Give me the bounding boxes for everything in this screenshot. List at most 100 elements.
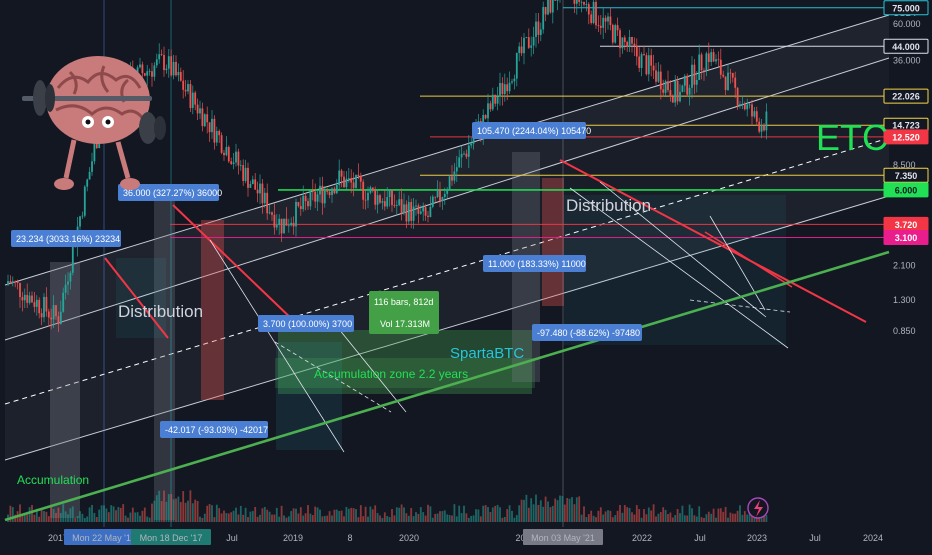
candle-body	[650, 55, 653, 66]
volume-bar	[676, 509, 679, 522]
volume-bar	[163, 490, 165, 522]
price-tag: 14.723	[883, 117, 929, 133]
volume-bar	[307, 505, 309, 522]
candle-body	[316, 194, 319, 202]
candle-body	[715, 59, 717, 62]
candle-body	[755, 111, 758, 122]
volume-bar	[314, 506, 317, 522]
volume-bar	[158, 490, 161, 522]
volume-bar	[83, 517, 86, 522]
candle-body	[40, 313, 43, 318]
candle-body	[21, 297, 24, 301]
volume-bar	[251, 511, 254, 522]
candle-body	[88, 171, 91, 180]
y-tick-label: 0.850	[893, 326, 916, 336]
candle-body	[374, 190, 377, 205]
volume-bar	[76, 515, 79, 522]
measurement-label-4: -42.017 (-93.03%) -42017	[160, 421, 268, 438]
volume-bar	[287, 516, 290, 522]
volume-bar	[633, 514, 636, 522]
volume-bar	[496, 504, 499, 522]
candle-body	[731, 72, 734, 78]
measurement-labels: 23.234 (3033.16%) 23234 36.000 (327.27%)…	[11, 122, 642, 438]
volume-bar	[544, 496, 547, 522]
candle-body	[215, 130, 218, 143]
volume-bar	[765, 515, 768, 522]
candle-body	[419, 211, 422, 214]
candle-body	[595, 1, 597, 26]
volume-bar	[592, 515, 595, 522]
volume-bar	[64, 511, 67, 522]
volume-bar	[57, 507, 60, 522]
volume-bar	[477, 509, 480, 522]
support-trendline	[4, 250, 890, 522]
svg-text:11.000 (183.33%) 11000: 11.000 (183.33%) 11000	[488, 259, 586, 269]
candle-body	[489, 103, 492, 110]
candle-body	[700, 54, 703, 71]
candle-body	[446, 189, 449, 194]
candle-body	[647, 55, 650, 75]
y-tick-label: 36.000	[893, 56, 921, 66]
x-tick-label: Mon 03 May '21	[531, 533, 595, 543]
candle-body	[712, 52, 715, 62]
candle-body	[515, 52, 518, 79]
volume-bar	[763, 512, 765, 522]
volume-bar	[460, 513, 463, 522]
candle-body	[328, 191, 331, 196]
candle-body	[621, 37, 624, 49]
volume-bar	[381, 517, 384, 522]
volume-bar	[640, 517, 643, 522]
time-axis-bg	[0, 527, 932, 550]
time-axis[interactable]: 2017 Mon 22 May '17 Mon 18 Dec '17 Jul 2019 8…	[48, 529, 883, 545]
volume-bar	[434, 513, 437, 522]
volume-bar	[359, 505, 362, 522]
candle-body	[271, 212, 273, 215]
volume-bar	[134, 512, 137, 522]
volume-bar	[508, 505, 511, 522]
candle-body	[19, 283, 21, 298]
candle-body	[587, 4, 590, 15]
channel-lines	[4, 14, 890, 461]
volume-bar	[403, 507, 405, 522]
x-tick-label: 2019	[283, 533, 303, 543]
candle-body	[683, 75, 686, 86]
volume-bar	[595, 517, 597, 522]
volume-bar	[585, 517, 588, 522]
candle-body	[67, 281, 69, 285]
candle-body	[220, 135, 223, 153]
volume-bar	[439, 511, 441, 522]
volume-bar	[103, 505, 105, 522]
volume-bar	[621, 512, 624, 522]
volume-bar	[129, 512, 132, 522]
volume-bar	[124, 515, 127, 522]
volume-bar	[268, 511, 271, 522]
price-axis[interactable]: 500.000300.000100.00060.00036.0008.5002.…	[893, 0, 926, 336]
candle-body	[347, 177, 350, 179]
price-tag: 7.350	[883, 167, 929, 183]
flash-icon[interactable]	[747, 497, 769, 519]
volume-bar	[321, 516, 324, 522]
volume-bar	[729, 512, 732, 522]
candle-body	[352, 182, 355, 188]
volume-bar	[417, 513, 420, 522]
candle-body	[643, 54, 645, 56]
volume-bar	[333, 509, 336, 522]
volume-bar	[664, 509, 667, 522]
volume-bar	[525, 494, 528, 522]
svg-text:44.000: 44.000	[892, 42, 920, 52]
volume-bar	[479, 516, 482, 522]
candle-body	[739, 104, 741, 106]
accumulation-label-2017: Accumulation	[17, 473, 89, 487]
volume-bar	[379, 515, 381, 522]
volume-bar	[583, 506, 585, 522]
candle-body	[398, 199, 401, 206]
volume-bar	[112, 506, 115, 522]
candle-body	[722, 74, 725, 77]
candle-body	[43, 296, 45, 318]
volume-bar	[347, 508, 350, 522]
svg-text:-42.017 (-93.03%) -42017: -42.017 (-93.03%) -42017	[165, 425, 268, 435]
volume-bar	[566, 498, 569, 522]
candle-body	[196, 104, 199, 114]
